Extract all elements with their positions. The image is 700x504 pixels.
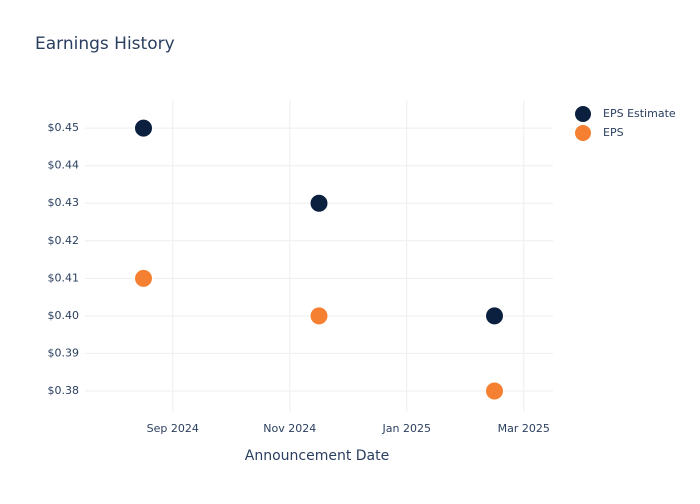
y-tick-label: $0.41 [48,271,80,284]
y-tick-label: $0.45 [48,121,80,134]
y-tick-label: $0.43 [48,196,80,209]
scatter-point [134,268,153,288]
y-tick-label: $0.39 [48,346,80,359]
scatter-point [485,306,504,326]
scatter-point [485,381,504,401]
scatter-point [309,306,329,326]
legend-marker [575,125,591,141]
y-tick-label: $0.42 [48,234,80,247]
x-tick-label: Jan 2025 [382,422,431,435]
y-tick-label: $0.40 [48,309,80,322]
scatter-point [309,193,329,213]
x-axis-title: Announcement Date [245,448,389,464]
x-tick-label: Mar 2025 [498,422,550,435]
y-tick-label: $0.38 [48,384,80,397]
x-tick-label: Sep 2024 [147,422,199,435]
legend-label: EPS Estimate [603,107,676,120]
y-tick-label: $0.44 [48,159,80,172]
legend-marker [575,106,591,122]
scatter-point [134,118,153,138]
legend-label: EPS [603,126,624,139]
chart-title: Earnings History [35,34,175,54]
x-tick-label: Nov 2024 [263,422,316,435]
